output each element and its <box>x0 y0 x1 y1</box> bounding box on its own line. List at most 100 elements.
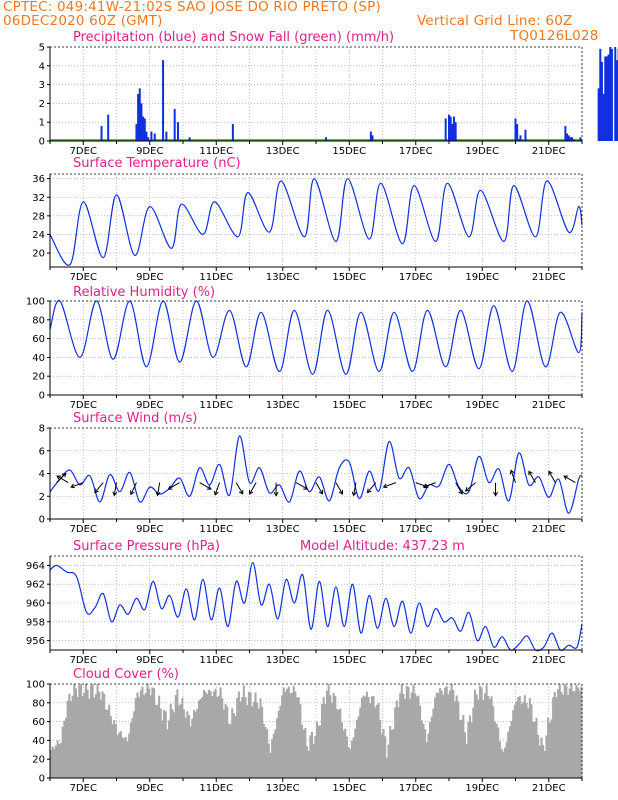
wind-arrow <box>113 482 117 496</box>
precip-bar <box>153 133 156 141</box>
cloud-bar <box>468 715 472 778</box>
cloud-bar <box>517 696 520 778</box>
wind-arrow-head <box>422 483 428 489</box>
precip-bar <box>143 118 146 141</box>
x-tick-label: 21DEC <box>532 400 566 411</box>
cloud-bar <box>196 708 199 778</box>
precip-bar <box>188 137 191 141</box>
wind-arrow-head <box>155 491 161 497</box>
cloud-bar <box>302 729 305 778</box>
wind-arrow-head <box>94 488 99 494</box>
y-tick-label: 80 <box>32 698 45 709</box>
cloud-bar <box>202 689 206 778</box>
cloud-bar <box>124 736 127 778</box>
cloud-bar <box>332 693 335 778</box>
cloud-bar <box>232 713 235 778</box>
y-tick-label: 100 <box>26 297 45 308</box>
cloud-bar <box>184 717 187 778</box>
cloud-bar <box>503 747 506 778</box>
cloud-bar <box>440 690 443 778</box>
cloud-bar <box>216 696 219 778</box>
cloud-bar <box>161 720 164 778</box>
cloud-bar <box>483 693 486 778</box>
cloud-bar <box>141 686 144 778</box>
cloud-bar <box>575 684 578 778</box>
cloud-bar <box>121 737 124 778</box>
panel-title: Relative Humidity (%) <box>73 285 215 300</box>
wind-arrow-head <box>509 469 515 475</box>
cloud-bar <box>552 697 555 778</box>
cloud-bar <box>304 728 307 778</box>
cloud-bar <box>242 685 245 778</box>
cloud-bar <box>246 705 249 778</box>
wind-arrow-head <box>318 489 324 495</box>
precip-bar <box>564 125 567 141</box>
wind-arrow <box>94 482 104 493</box>
wind-speed-line <box>49 435 583 514</box>
cloud-bar <box>322 696 325 778</box>
cloud-bar <box>206 693 209 778</box>
x-tick-label: 15DEC <box>332 146 366 157</box>
x-tick-label: 11DEC <box>199 400 233 411</box>
y-tick-label: 8 <box>39 424 45 435</box>
cloud-bar <box>204 691 207 778</box>
cloud-bar <box>568 688 571 778</box>
panel-frame <box>49 173 583 268</box>
cloud-bar <box>538 745 541 778</box>
cloud-bar <box>502 751 505 778</box>
y-tick-label: 60 <box>32 717 45 728</box>
cloud-bar <box>116 734 119 778</box>
cloud-bar <box>349 749 352 778</box>
cloud-bar <box>50 749 53 778</box>
cloud-bar <box>86 689 89 778</box>
cloud-bar <box>520 704 523 778</box>
cloud-bar <box>309 735 312 778</box>
cloud-bar <box>113 719 116 778</box>
cloud-bar <box>335 709 339 778</box>
cloud-bar <box>301 724 304 778</box>
cloud-bar <box>465 743 468 778</box>
header-line2-left: 06DEC2020 60Z (GMT) <box>3 13 163 29</box>
cloud-bar <box>354 728 357 778</box>
cloud-bar <box>419 705 422 778</box>
x-tick-label: 21DEC <box>532 146 566 157</box>
cloud-bar <box>222 709 225 778</box>
cloud-bar <box>91 684 94 778</box>
cloud-bar <box>151 687 154 778</box>
cloud-bar <box>281 695 284 778</box>
cloud-bar <box>316 721 319 778</box>
precip-bar <box>147 137 150 141</box>
cloud-bar <box>537 734 540 778</box>
wind-arrow-head <box>130 490 135 496</box>
cloud-bar <box>187 714 191 778</box>
cloud-bar <box>148 688 151 778</box>
cloud-bar <box>357 716 360 778</box>
wind-arrow-head <box>303 485 309 490</box>
cloud-bar <box>394 707 397 778</box>
x-tick-label: 17DEC <box>399 524 433 535</box>
cloud-bar <box>417 695 420 778</box>
cloud-bar <box>296 697 299 778</box>
cloud-bar <box>372 696 375 778</box>
cloud-bar <box>221 698 224 778</box>
cloud-bar <box>98 691 101 778</box>
precip-bar <box>173 109 176 141</box>
precip-bar <box>100 125 103 141</box>
cloud-bar <box>347 747 350 778</box>
cloud-bar <box>159 708 162 778</box>
cloud-bar <box>329 695 332 778</box>
panel-title: Surface Pressure (hPa) <box>73 539 220 554</box>
cloud-bar <box>287 686 290 778</box>
cloud-bar <box>103 693 106 778</box>
wind-arrow <box>56 475 69 484</box>
x-tick-label: 13DEC <box>266 272 300 283</box>
cloud-bar <box>237 691 240 778</box>
cloud-bar <box>463 732 467 778</box>
cloud-bar <box>375 704 378 778</box>
cloud-bar <box>565 685 568 778</box>
wind-arrow-head <box>56 475 62 480</box>
precip-bar <box>615 60 618 141</box>
cloud-bar <box>99 699 102 778</box>
precip-bar <box>165 131 168 141</box>
cloud-bar <box>580 686 583 778</box>
